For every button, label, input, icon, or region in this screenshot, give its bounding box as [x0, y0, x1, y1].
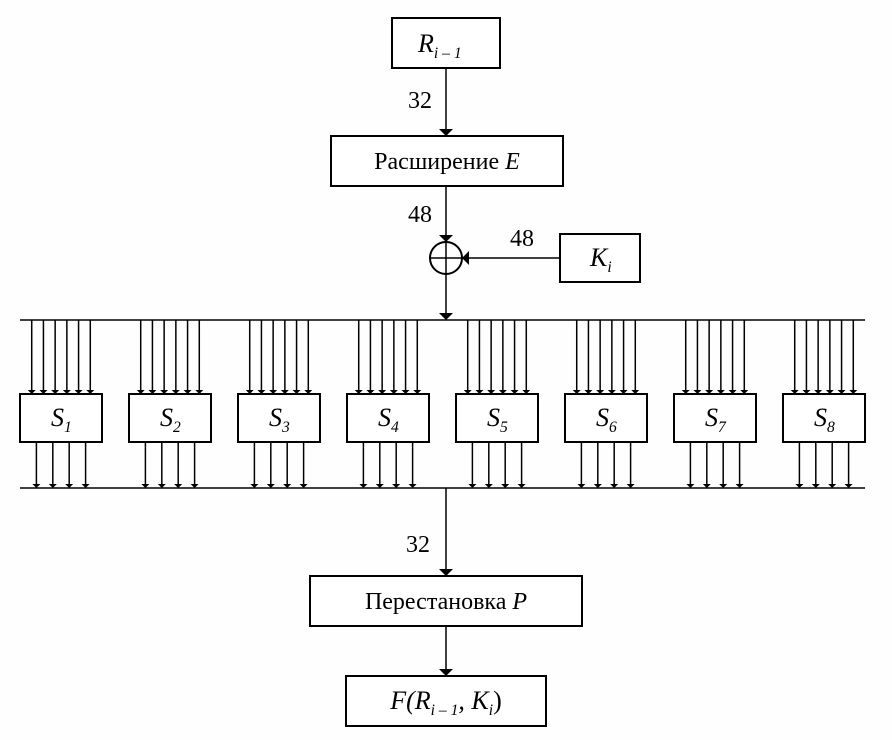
label-32-bot: 32 [406, 532, 430, 558]
label-48-key: 48 [510, 226, 534, 252]
label-48-mid: 48 [408, 202, 432, 228]
node-expansion-label: Расширение E [374, 149, 520, 175]
label-32-top: 32 [408, 88, 432, 114]
node-permutation-label: Перестановка P [365, 589, 527, 615]
